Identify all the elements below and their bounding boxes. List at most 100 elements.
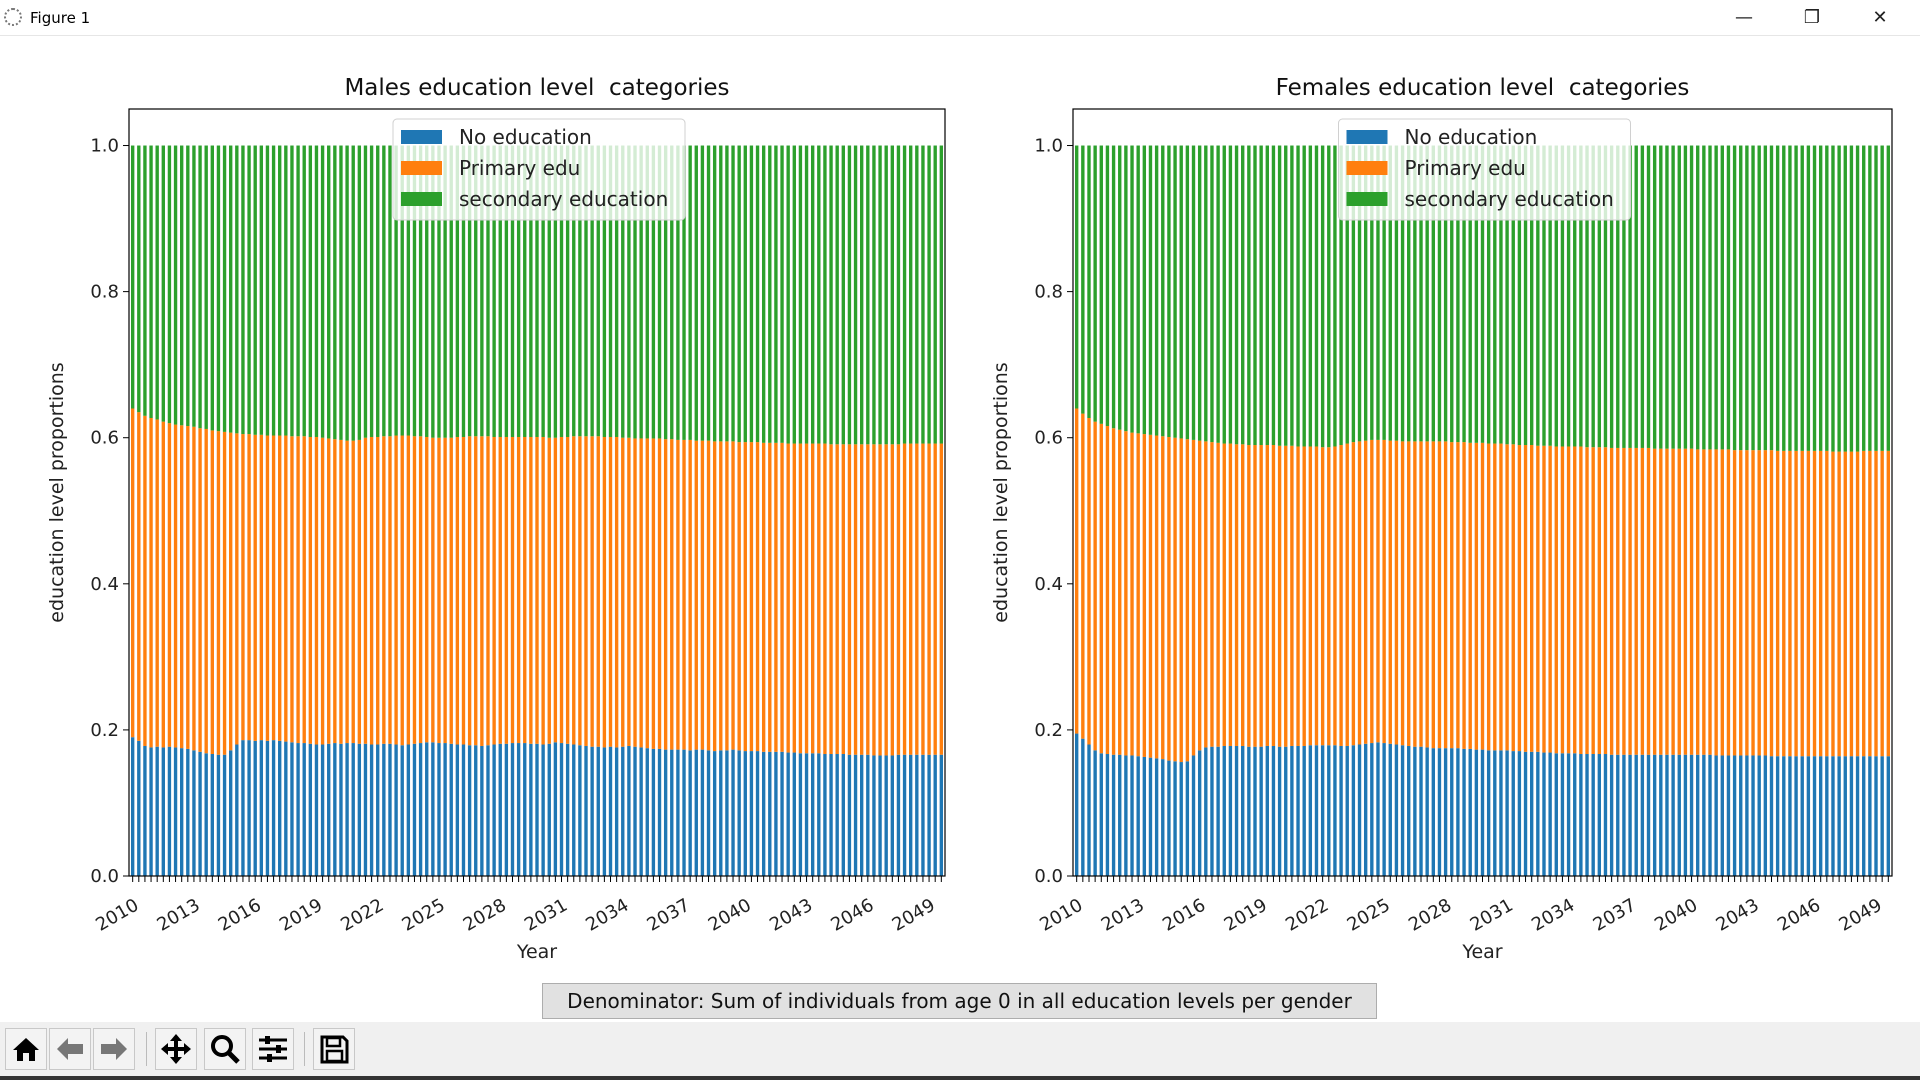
zoom-button[interactable] <box>204 1028 246 1070</box>
bar-no-education <box>1775 756 1780 876</box>
bar-primary-edu <box>621 437 625 747</box>
bar-primary-edu <box>290 436 294 743</box>
bar-no-education <box>247 740 251 876</box>
x-tick-label: 2031 <box>521 895 571 936</box>
bar-no-education <box>768 751 772 876</box>
home-icon <box>13 1038 39 1061</box>
bar-no-education <box>1074 733 1079 876</box>
bar-no-education <box>1689 754 1694 876</box>
bar-primary-edu <box>614 436 619 748</box>
bar-no-education <box>694 749 698 876</box>
bar-primary-edu <box>443 437 447 744</box>
bar-no-education <box>572 744 576 876</box>
bar-secondary-education <box>1616 145 1620 448</box>
bar-secondary-education <box>1511 145 1515 445</box>
bar-primary-edu <box>1493 443 1497 751</box>
bar-no-education <box>510 743 515 876</box>
legend-box <box>392 118 686 221</box>
bar-secondary-education <box>768 145 772 443</box>
bar-no-education <box>1511 751 1515 876</box>
bar-no-education <box>474 745 478 876</box>
bar-no-education <box>235 744 239 876</box>
forward-button[interactable] <box>93 1028 135 1070</box>
bar-no-education <box>1517 751 1522 876</box>
bar-primary-edu <box>449 437 453 744</box>
bar-primary-edu <box>1560 446 1565 754</box>
bar-no-education <box>1124 755 1128 876</box>
bar-no-education <box>149 747 153 876</box>
x-tick-label: 2025 <box>1344 895 1394 936</box>
bar-no-education <box>1714 755 1718 876</box>
bar-secondary-education <box>492 145 496 437</box>
bar-no-education <box>872 755 876 876</box>
save-button[interactable] <box>313 1028 355 1070</box>
bar-primary-edu <box>1831 451 1835 757</box>
bar-secondary-education <box>296 145 300 437</box>
bar-secondary-education <box>1529 145 1534 446</box>
bar-secondary-education <box>1689 145 1694 449</box>
bar-secondary-education <box>1579 145 1583 447</box>
bar-no-education <box>198 751 202 876</box>
bar-secondary-education <box>327 145 331 439</box>
bar-primary-edu <box>1437 441 1442 749</box>
bar-secondary-education <box>706 145 711 441</box>
bar-no-education <box>339 743 343 876</box>
pan-button[interactable] <box>155 1028 197 1070</box>
y-tick-label: 0.6 <box>90 428 119 449</box>
bar-primary-edu <box>584 436 588 746</box>
bar-primary-edu <box>1154 435 1159 759</box>
bar-no-education <box>1142 756 1147 876</box>
bar-no-education <box>351 743 355 876</box>
bar-secondary-education <box>1419 145 1423 442</box>
bar-primary-edu <box>333 439 337 744</box>
bar-no-education <box>290 742 294 876</box>
legend-label: No education <box>1405 125 1538 149</box>
bar-no-education <box>1320 745 1325 876</box>
bar-primary-edu <box>186 426 190 749</box>
bar-primary-edu <box>369 436 374 745</box>
bar-primary-edu <box>265 435 270 741</box>
bar-secondary-education <box>1837 145 1841 452</box>
bar-no-education <box>1708 754 1712 876</box>
bar-no-education <box>1253 746 1257 876</box>
bar-secondary-education <box>1548 145 1552 446</box>
back-button[interactable] <box>49 1028 91 1070</box>
bar-primary-edu <box>933 443 937 755</box>
back-arrow-icon <box>57 1038 83 1060</box>
bar-no-education <box>167 746 172 876</box>
bar-primary-edu <box>327 438 331 744</box>
bar-no-education <box>1284 746 1288 876</box>
bar-no-education <box>1696 754 1700 876</box>
bar-primary-edu <box>1191 439 1196 756</box>
configure-subplots-button[interactable] <box>252 1028 294 1070</box>
bar-no-education <box>939 754 944 876</box>
bar-primary-edu <box>412 436 417 744</box>
bar-secondary-education <box>504 145 509 437</box>
bar-no-education <box>1499 750 1503 876</box>
bar-primary-edu <box>1825 450 1829 757</box>
bar-no-education <box>1769 756 1774 876</box>
bar-no-education <box>1597 754 1602 876</box>
home-button[interactable] <box>5 1028 47 1070</box>
bar-primary-edu <box>694 440 698 750</box>
bar-primary-edu <box>1222 443 1226 746</box>
bar-primary-edu <box>768 442 772 752</box>
close-button[interactable]: ✕ <box>1846 0 1914 35</box>
bar-primary-edu <box>467 436 472 746</box>
bar-primary-edu <box>167 423 172 747</box>
bar-primary-edu <box>804 443 809 754</box>
legend-label: Primary edu <box>459 156 580 180</box>
figure-canvas[interactable]: 0.0 0.2 0.4 0.6 0.8 1.0 2010 2013 2016 2019 2022 20… <box>0 36 1920 1022</box>
bar-secondary-education <box>896 145 901 445</box>
bar-secondary-education <box>1234 145 1239 445</box>
bar-secondary-education <box>1800 145 1804 451</box>
minimize-button[interactable]: — <box>1710 0 1778 35</box>
bar-primary-edu <box>1548 445 1552 753</box>
restore-button[interactable]: ❐ <box>1778 0 1846 35</box>
bar-secondary-education <box>1782 145 1786 451</box>
bar-secondary-education <box>829 145 833 445</box>
bar-no-education <box>1745 755 1749 876</box>
bar-no-education <box>369 744 374 876</box>
bar-secondary-education <box>1118 145 1122 430</box>
bar-secondary-education <box>1622 145 1626 448</box>
